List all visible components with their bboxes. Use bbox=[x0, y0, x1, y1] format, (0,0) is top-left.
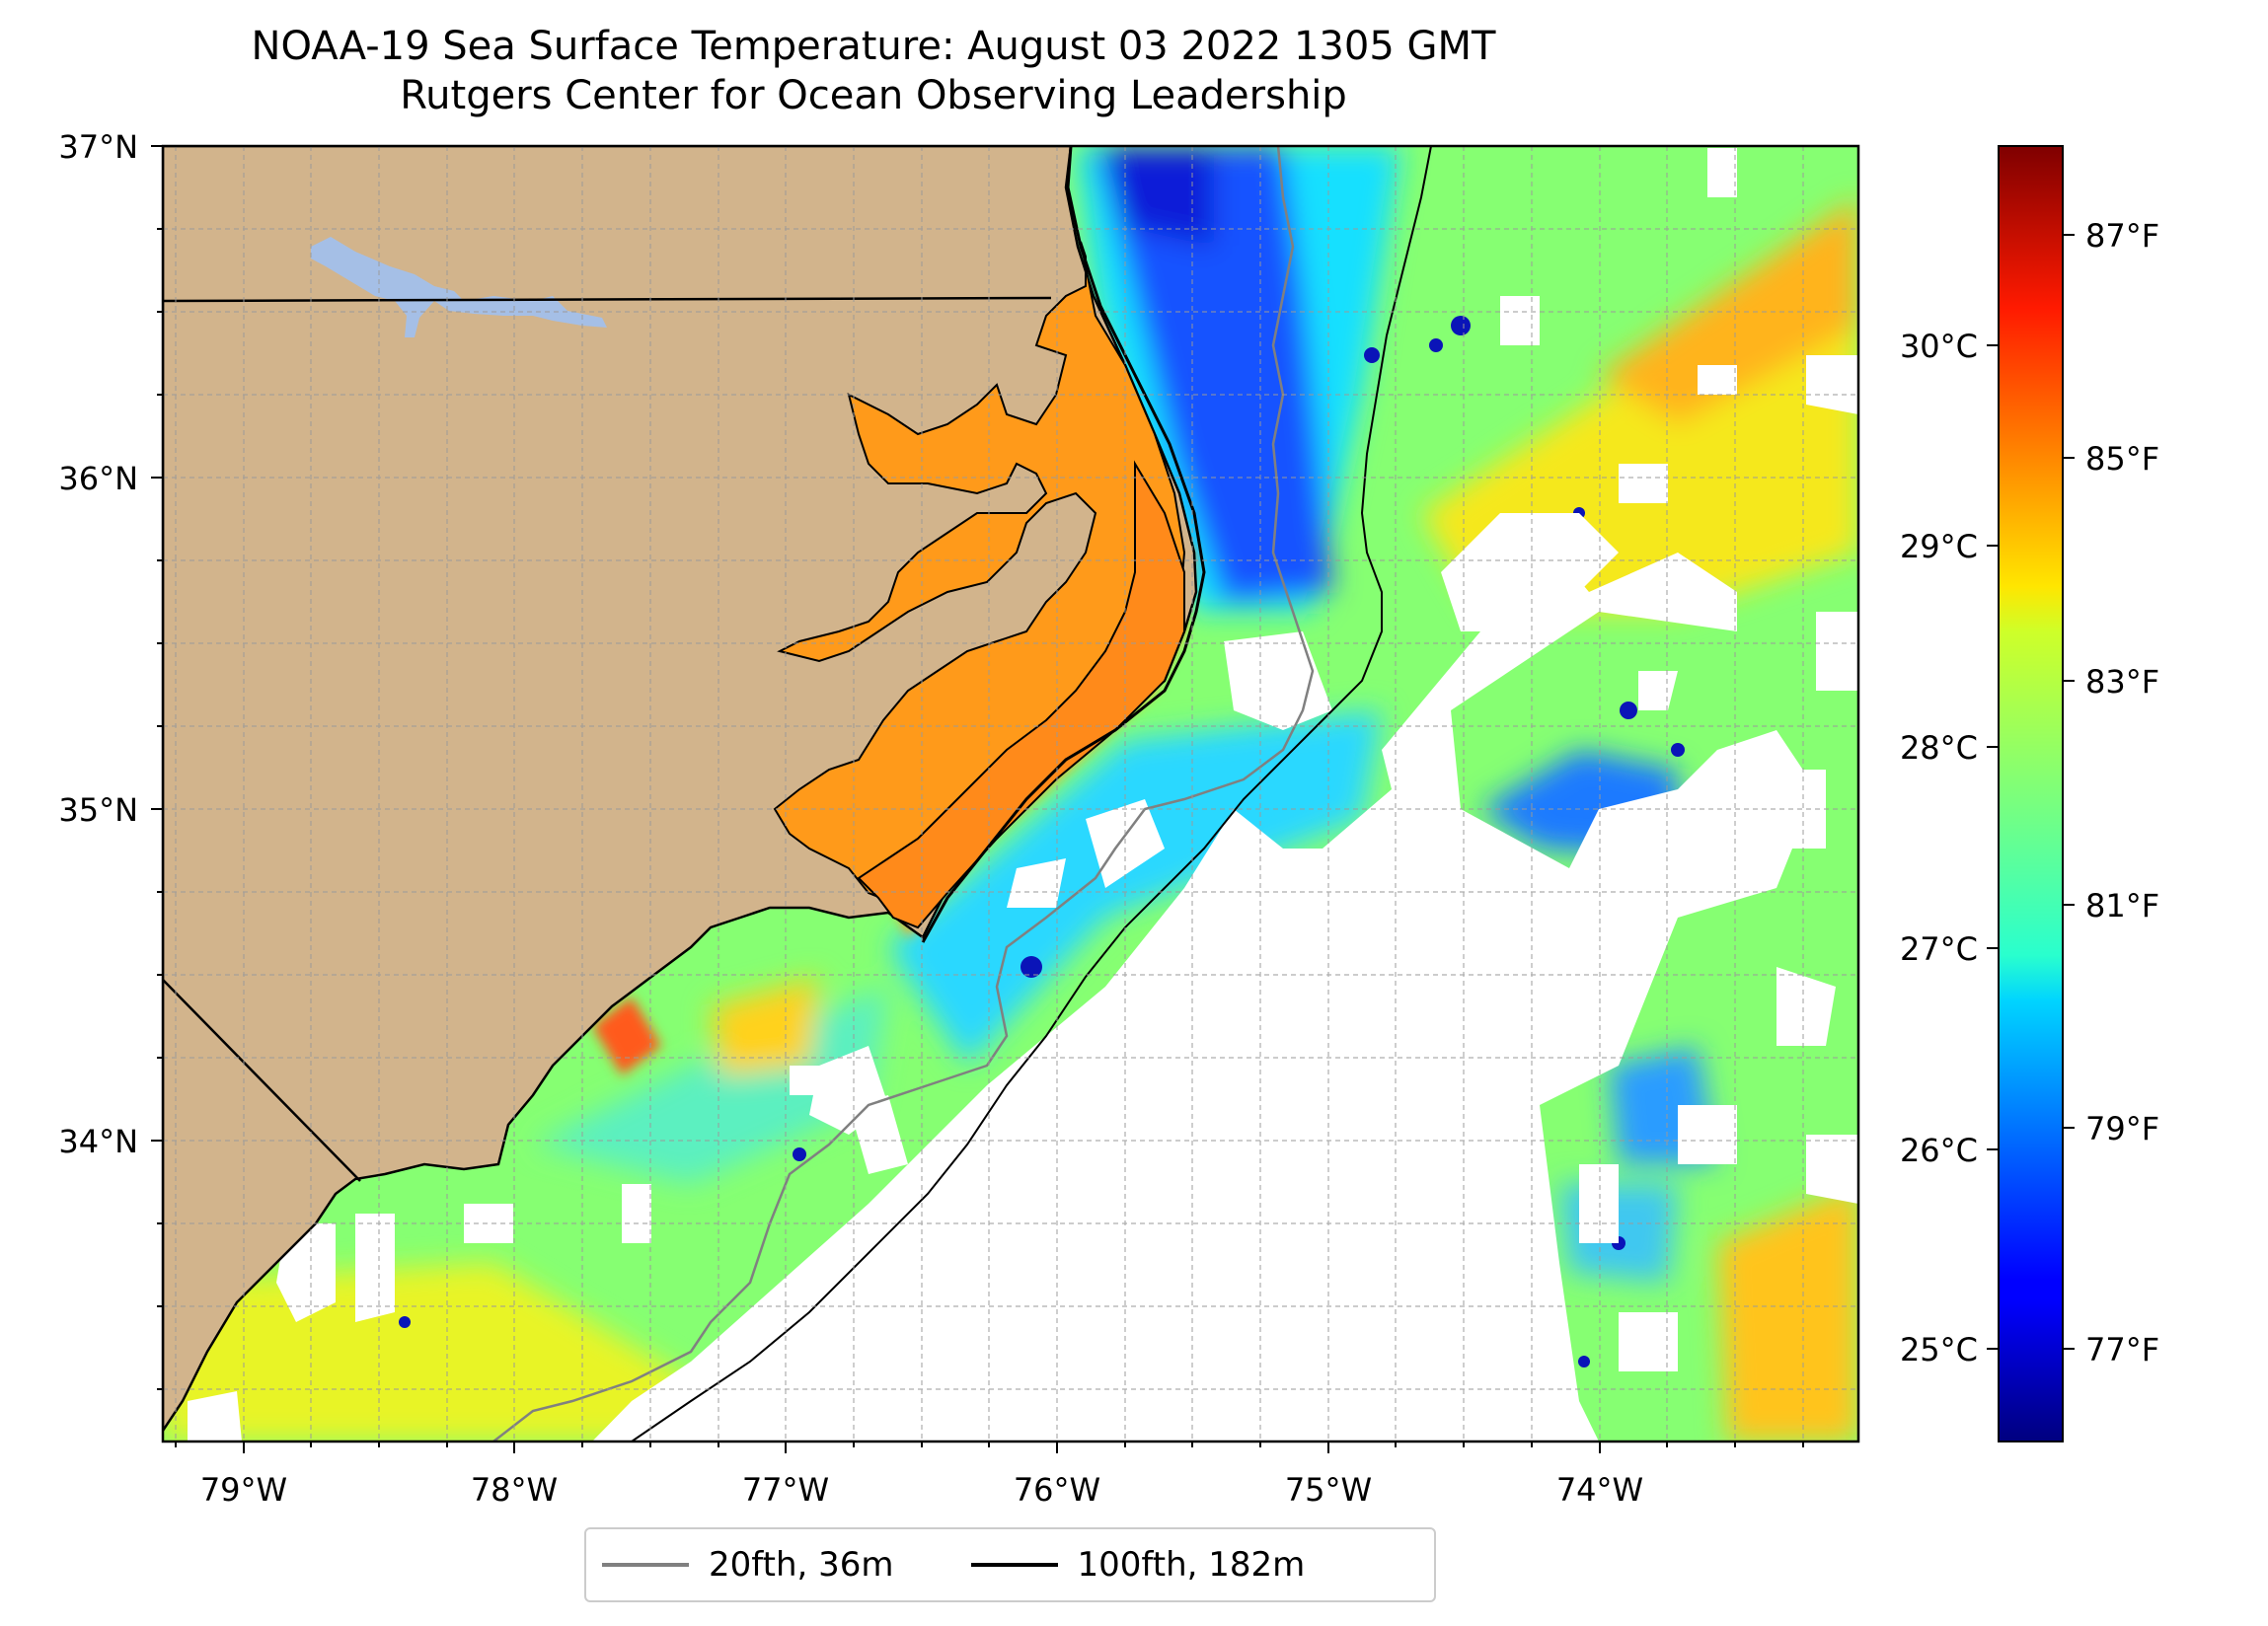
fahrenheit-tick-label: 77°F bbox=[2085, 1331, 2159, 1368]
fahrenheit-tick-label: 83°F bbox=[2085, 663, 2159, 701]
y-tick-label: 36°N bbox=[58, 460, 138, 497]
no-data-areas bbox=[188, 148, 1858, 1441]
celsius-tick-label: 30°C bbox=[1900, 328, 1978, 365]
nc-sc-border bbox=[163, 979, 361, 1182]
y-tick-label: 34°N bbox=[58, 1123, 138, 1160]
map-title: NOAA-19 Sea Surface Temperature: August … bbox=[0, 22, 1747, 120]
x-axis-labels: 79°W 78°W 77°W 76°W 75°W 74°W bbox=[200, 1471, 1643, 1509]
fahrenheit-tick-label: 85°F bbox=[2085, 440, 2159, 478]
celsius-tick-label: 29°C bbox=[1900, 528, 1978, 565]
legend-item-100fth: 100fth, 182m bbox=[970, 1545, 1306, 1585]
x-tick-label: 76°W bbox=[1014, 1471, 1100, 1509]
colorbar-fahrenheit-labels: 87°F 85°F 83°F 81°F 79°F 77°F bbox=[2085, 217, 2159, 1368]
isobath-100fth bbox=[631, 146, 1432, 1441]
map-frame bbox=[161, 144, 1860, 1443]
title-line-2: Rutgers Center for Ocean Observing Leade… bbox=[400, 73, 1347, 118]
y-tick-label: 35°N bbox=[58, 791, 138, 829]
gridlines bbox=[163, 146, 1858, 1441]
x-tick-label: 75°W bbox=[1285, 1471, 1372, 1509]
y-tick-label: 37°N bbox=[58, 128, 138, 166]
fahrenheit-tick-label: 79°F bbox=[2085, 1110, 2159, 1147]
fahrenheit-tick-label: 87°F bbox=[2085, 217, 2159, 255]
legend-label: 20fth, 36m bbox=[709, 1545, 894, 1585]
outer-banks-coast bbox=[921, 146, 1206, 943]
fahrenheit-tick-label: 81°F bbox=[2085, 887, 2159, 924]
map-plot-area bbox=[163, 146, 1858, 1441]
isobath-20fth bbox=[492, 146, 1315, 1441]
colorbar-ticks bbox=[1987, 234, 2075, 1350]
x-tick-label: 79°W bbox=[200, 1471, 287, 1509]
pamlico-sound bbox=[857, 460, 1185, 929]
celsius-tick-label: 27°C bbox=[1900, 930, 1978, 968]
isobath-legend: 20fth, 36m 100fth, 182m bbox=[584, 1527, 1436, 1602]
kerr-lake bbox=[311, 237, 607, 337]
x-tick-label: 74°W bbox=[1556, 1471, 1643, 1509]
legend-line-black bbox=[970, 1563, 1058, 1567]
celsius-tick-label: 28°C bbox=[1900, 729, 1978, 767]
legend-item-20fth: 20fth, 36m bbox=[602, 1545, 894, 1585]
celsius-tick-label: 25°C bbox=[1900, 1331, 1978, 1368]
colorbar bbox=[1998, 145, 2064, 1442]
celsius-tick-label: 26°C bbox=[1900, 1132, 1978, 1169]
y-axis-ticks bbox=[151, 145, 163, 1390]
x-tick-label: 77°W bbox=[742, 1471, 829, 1509]
colorbar-celsius-labels: 30°C 29°C 28°C 27°C 26°C 25°C bbox=[1900, 328, 1978, 1368]
x-tick-label: 78°W bbox=[471, 1471, 558, 1509]
y-axis-labels: 37°N 36°N 35°N 34°N bbox=[58, 128, 138, 1160]
legend-line-gray bbox=[602, 1563, 689, 1567]
legend-label: 100fth, 182m bbox=[1077, 1545, 1306, 1585]
title-line-1: NOAA-19 Sea Surface Temperature: August … bbox=[251, 24, 1496, 69]
x-axis-ticks bbox=[175, 1441, 1804, 1453]
